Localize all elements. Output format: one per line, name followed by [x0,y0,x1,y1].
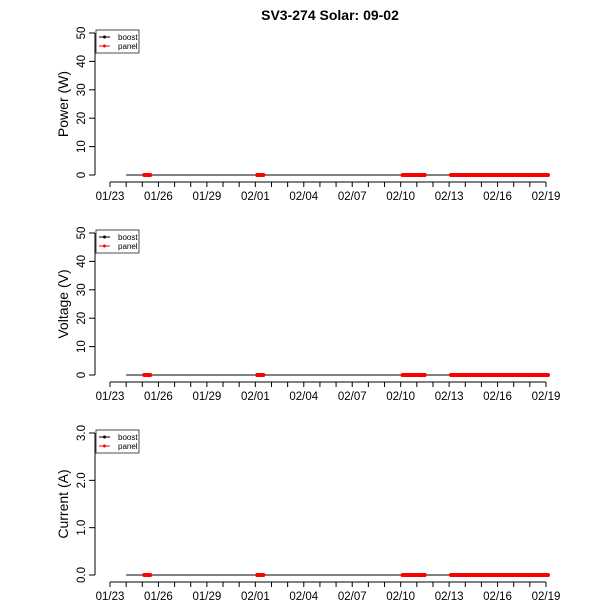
panel3-x-tick-label: 02/19 [532,591,561,600]
panel2-y-tick-label: 0 [76,372,88,378]
panel1-x-tick-label: 01/29 [192,191,221,203]
panel1-x-tick-label: 02/16 [483,191,512,203]
panel1-y-tick-label: 20 [76,112,88,125]
panel1-y-tick-label: 50 [76,27,88,40]
panel3-y-tick-label: 0.0 [76,567,88,583]
panel3-x-tick-label: 01/23 [96,591,125,600]
panel1-x-tick-label: 01/26 [144,191,173,203]
panel1-legend-panel-label: panel [118,42,138,51]
panel3-x-tick-label: 02/13 [435,591,464,600]
panel1-x-tick-label: 02/07 [338,191,367,203]
panel2-legend-panel-label: panel [118,242,138,251]
panel1-legend-panel-marker [103,44,106,48]
panel2-x-tick-label: 02/19 [532,391,561,403]
panel3-legend-boost-label: boost [118,433,138,442]
panel1-y-axis-label: Power (W) [55,71,71,137]
panel3-y-tick-label: 1.0 [76,520,88,536]
panel1-x-tick-label: 01/23 [96,191,125,203]
panel2-x-tick-label: 02/04 [289,391,318,403]
panel1-x-tick-label: 02/19 [532,191,561,203]
panel1-legend [95,29,140,54]
panel1-y-tick-label: 30 [76,83,88,96]
chart-title: SV3-274 Solar: 09-02 [261,7,399,23]
panel3-x-tick-label: 02/10 [386,591,415,600]
panel1-legend-boost-marker [103,35,106,39]
panel2-x-tick-label: 01/26 [144,391,173,403]
panel3-x-tick-label: 02/07 [338,591,367,600]
panel2-legend-boost-label: boost [118,233,138,242]
panel2-x-tick-label: 02/01 [241,391,270,403]
panel3-y-axis-label: Current (A) [55,469,71,538]
panel2-y-tick-label: 10 [76,340,88,353]
panel2-y-tick-label: 20 [76,312,88,325]
panel3-x-tick-label: 02/16 [483,591,512,600]
panel1-legend-boost-label: boost [118,33,138,42]
panel2-x-tick-label: 02/16 [483,391,512,403]
panel3-y-tick-label: 2.0 [76,472,88,488]
panel1-x-tick-label: 02/13 [435,191,464,203]
panel2-y-axis-label: Voltage (V) [55,269,71,338]
panel1-x-tick-label: 02/01 [241,191,270,203]
panel1-y-tick-label: 40 [76,55,88,68]
panel2-y-tick-label: 40 [76,255,88,268]
panel1-x-tick-label: 02/04 [289,191,318,203]
panel2-y-tick-label: 30 [76,283,88,296]
panel1-y-tick-label: 0 [76,172,88,178]
panel2-x-tick-label: 02/07 [338,391,367,403]
panel2-x-tick-label: 01/23 [96,391,125,403]
panel3-legend-panel-label: panel [118,442,138,451]
panel2-legend-boost-marker [103,235,106,239]
panel1-x-tick-label: 02/10 [386,191,415,203]
panel2-legend-panel-marker [103,244,106,248]
panel3-x-tick-label: 02/04 [289,591,318,600]
panel3-x-tick-label: 02/01 [241,591,270,600]
panel3-legend-panel-marker [103,444,106,448]
panel2-x-tick-label: 02/13 [435,391,464,403]
panel2-x-tick-label: 01/29 [192,391,221,403]
panel1-y-tick-label: 10 [76,140,88,153]
panel3-legend-boost-marker [103,435,106,439]
panel3-x-tick-label: 01/26 [144,591,173,600]
panel2-legend [95,229,140,254]
panel3-x-tick-label: 01/29 [192,591,221,600]
panel2-y-tick-label: 50 [76,227,88,240]
panel3-legend [95,429,140,454]
panel2-x-tick-label: 02/10 [386,391,415,403]
panel3-y-tick-label: 3.0 [76,425,88,441]
